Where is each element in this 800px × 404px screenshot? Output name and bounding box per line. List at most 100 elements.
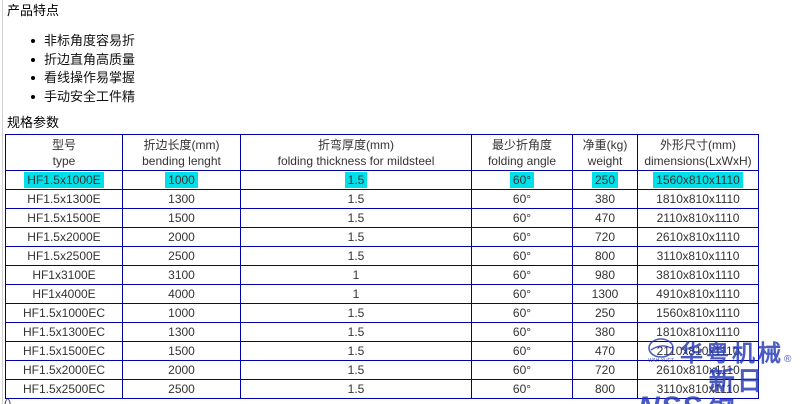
feature-item: 看线操作易掌握 — [7, 69, 797, 88]
cell-type: HF1x3100E — [5, 265, 123, 285]
cell-angle: 60° — [471, 265, 573, 285]
highlighted-value: 60° — [509, 171, 535, 188]
cell-dimensions: 3810x810x1110 — [637, 265, 759, 285]
cell-angle: 60° — [471, 341, 573, 361]
table-row: HF1.5x2000E 2000 1.5 60° 720 2610x810x11… — [5, 227, 759, 247]
highlighted-value: 1560x810x1110 — [653, 171, 743, 188]
header-en: folding angle — [487, 153, 557, 168]
table-row: HF1.5x2500E 2500 1.5 60° 800 3110x810x11… — [5, 246, 759, 266]
cell-thickness: 1.5 — [240, 322, 472, 342]
cell-angle: 60° — [471, 170, 573, 190]
cell-type: HF1.5x1500EC — [5, 341, 123, 361]
bullet-icon — [31, 39, 35, 43]
cell-type: HF1.5x2500EC — [5, 379, 123, 399]
feature-item: 折边直角高质量 — [7, 51, 797, 70]
cell-length: 4000 — [122, 284, 241, 304]
cell-dimensions: 1560x810x1110 — [637, 303, 759, 323]
cell-angle: 60° — [471, 322, 573, 342]
header-bending-length: 折边长度(mm) bending lenght — [122, 134, 241, 171]
feature-text: 手动安全工件精 — [44, 88, 136, 104]
feature-text: 折边直角高质量 — [44, 51, 136, 67]
cell-type: HF1.5x2500E — [5, 246, 123, 266]
feature-text: 看线操作易掌握 — [44, 70, 136, 85]
cell-weight: 380 — [572, 322, 638, 342]
cell-thickness: 1.5 — [240, 170, 472, 190]
table-row: HF1.5x1300E 1300 1.5 60° 380 1810x810x11… — [5, 189, 759, 209]
cell-length: 2000 — [122, 360, 241, 380]
table-row: HF1x4000E 4000 1 60° 1300 4910x810x1110 — [5, 284, 759, 304]
clipped-text: () — [4, 398, 12, 404]
cell-thickness: 1.5 — [240, 246, 472, 266]
bullet-icon — [31, 76, 35, 80]
table-row: HF1x3100E 3100 1 60° 980 3810x810x1110 — [5, 265, 759, 285]
feature-item: 手动安全工件精 — [7, 88, 797, 107]
cell-length: 1300 — [122, 189, 241, 209]
cell-weight: 720 — [572, 360, 638, 380]
header-en: folding thickness for mildsteel — [277, 153, 435, 168]
frame-border-line — [2, 0, 3, 404]
cell-type: HF1.5x2000E — [5, 227, 123, 247]
cell-thickness: 1.5 — [240, 379, 472, 399]
header-en: bending lenght — [142, 153, 221, 168]
cell-weight: 1300 — [572, 284, 638, 304]
cell-thickness: 1.5 — [240, 360, 472, 380]
cell-length: 3100 — [122, 265, 241, 285]
cell-dimensions: 2610x810x1110 — [637, 360, 759, 380]
cell-type: HF1.5x1300EC — [5, 322, 123, 342]
header-dimensions: 外形尺寸(mm) dimensions(LxWxH) — [637, 134, 759, 171]
cell-weight: 800 — [572, 246, 638, 266]
highlighted-value: 1.5 — [344, 171, 368, 188]
cell-thickness: 1 — [240, 265, 472, 285]
cell-length: 2500 — [122, 246, 241, 266]
feature-text: 非标角度容易折 — [44, 33, 136, 48]
header-weight: 净重(kg) weight — [572, 134, 638, 171]
cell-weight: 250 — [572, 170, 638, 190]
cell-weight: 380 — [572, 189, 638, 209]
header-type: 型号 type — [5, 134, 123, 171]
cell-length: 1500 — [122, 341, 241, 361]
cell-angle: 60° — [471, 284, 573, 304]
header-en: weight — [587, 153, 623, 168]
header-cn: 型号 — [51, 137, 76, 152]
cell-dimensions: 2110x810x1110 — [637, 208, 759, 228]
header-en: type — [52, 153, 76, 168]
table-row: HF1.5x2000EC 2000 1.5 60° 720 2610x810x1… — [5, 360, 759, 380]
highlighted-value: 1000 — [165, 171, 198, 188]
table-row: HF1.5x1000EC 1000 1.5 60° 250 1560x810x1… — [5, 303, 759, 323]
cell-angle: 60° — [471, 379, 573, 399]
header-cn: 折边长度(mm) — [143, 137, 220, 152]
cell-type: HF1.5x1500E — [5, 208, 123, 228]
cell-type: HF1.5x1000E — [5, 170, 123, 190]
cell-type: HF1.5x1300E — [5, 189, 123, 209]
cell-angle: 60° — [471, 189, 573, 209]
cell-length: 1300 — [122, 322, 241, 342]
table-row-highlighted: HF1.5x1000E 1000 1.5 60° 250 1560x810x11… — [5, 170, 759, 190]
cell-dimensions: 1810x810x1110 — [637, 322, 759, 342]
cell-dimensions: 4910x810x1110 — [637, 284, 759, 304]
cell-type: HF1x4000E — [5, 284, 123, 304]
cell-dimensions: 3110x810x1110 — [637, 246, 759, 266]
cell-angle: 60° — [471, 227, 573, 247]
cell-thickness: 1.5 — [240, 189, 472, 209]
cell-dimensions: 2610x810x1110 — [637, 227, 759, 247]
header-cn: 外形尺寸(mm) — [660, 137, 736, 152]
cell-thickness: 1.5 — [240, 341, 472, 361]
page-content: 产品特点 非标角度容易折 折边直角高质量 看线操作易掌握 手动安全工件精 规格参… — [7, 3, 797, 131]
feature-item: 非标角度容易折 — [7, 32, 797, 51]
cell-weight: 720 — [572, 227, 638, 247]
specs-title: 规格参数 — [7, 115, 60, 130]
registered-mark: ® — [784, 354, 792, 365]
table-header-row: 型号 type 折边长度(mm) bending lenght 折弯厚度(mm)… — [5, 134, 759, 171]
cell-weight: 470 — [572, 341, 638, 361]
spec-table: 型号 type 折边长度(mm) bending lenght 折弯厚度(mm)… — [5, 134, 759, 399]
table-row: HF1.5x1500E 1500 1.5 60° 470 2110x810x11… — [5, 208, 759, 228]
cell-angle: 60° — [471, 246, 573, 266]
cell-dimensions: 1560x810x1110 — [637, 170, 759, 190]
cell-thickness: 1 — [240, 284, 472, 304]
cell-dimensions: 1810x810x1110 — [637, 189, 759, 209]
header-cn: 净重(kg) — [582, 137, 628, 152]
table-row: HF1.5x2500EC 2500 1.5 60° 800 3110x810x1… — [5, 379, 759, 399]
cell-weight: 980 — [572, 265, 638, 285]
cell-thickness: 1.5 — [240, 208, 472, 228]
cell-length: 1000 — [122, 303, 241, 323]
